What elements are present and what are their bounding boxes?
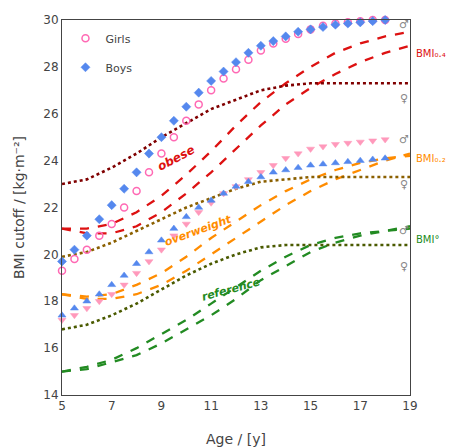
- svg-text:22: 22: [43, 201, 58, 215]
- svg-text:13: 13: [253, 399, 268, 413]
- svg-text:♂: ♂: [399, 18, 409, 31]
- svg-text:20: 20: [43, 248, 58, 262]
- svg-text:Girls: Girls: [105, 33, 130, 46]
- svg-text:BMI₀.₂: BMI₀.₂: [416, 153, 446, 164]
- svg-text:Boys: Boys: [105, 62, 132, 75]
- svg-text:♂: ♂: [399, 133, 409, 146]
- svg-text:28: 28: [43, 60, 58, 74]
- svg-text:BMI cutoff / [kg·m⁻²]: BMI cutoff / [kg·m⁻²]: [11, 136, 27, 279]
- svg-text:5: 5: [58, 399, 66, 413]
- svg-text:Age / [y]: Age / [y]: [206, 431, 266, 447]
- svg-text:15: 15: [303, 399, 318, 413]
- svg-text:30: 30: [43, 13, 58, 27]
- svg-text:7: 7: [108, 399, 116, 413]
- svg-text:obese: obese: [155, 142, 197, 173]
- svg-text:14: 14: [43, 388, 58, 402]
- svg-text:11: 11: [203, 399, 218, 413]
- svg-text:♀: ♀: [400, 178, 408, 191]
- svg-text:BMI°: BMI°: [416, 234, 439, 245]
- svg-text:17: 17: [353, 399, 368, 413]
- svg-text:24: 24: [43, 154, 58, 168]
- svg-text:reference: reference: [200, 275, 262, 303]
- svg-text:18: 18: [43, 294, 58, 308]
- svg-text:♂: ♂: [399, 224, 409, 237]
- svg-text:26: 26: [43, 107, 58, 121]
- svg-text:19: 19: [402, 399, 417, 413]
- svg-text:9: 9: [158, 399, 166, 413]
- svg-text:overweight: overweight: [163, 212, 234, 248]
- svg-text:♀: ♀: [400, 260, 408, 273]
- svg-text:♀: ♀: [400, 92, 408, 105]
- svg-text:16: 16: [43, 341, 58, 355]
- svg-text:BMI₀.₄: BMI₀.₄: [416, 48, 446, 59]
